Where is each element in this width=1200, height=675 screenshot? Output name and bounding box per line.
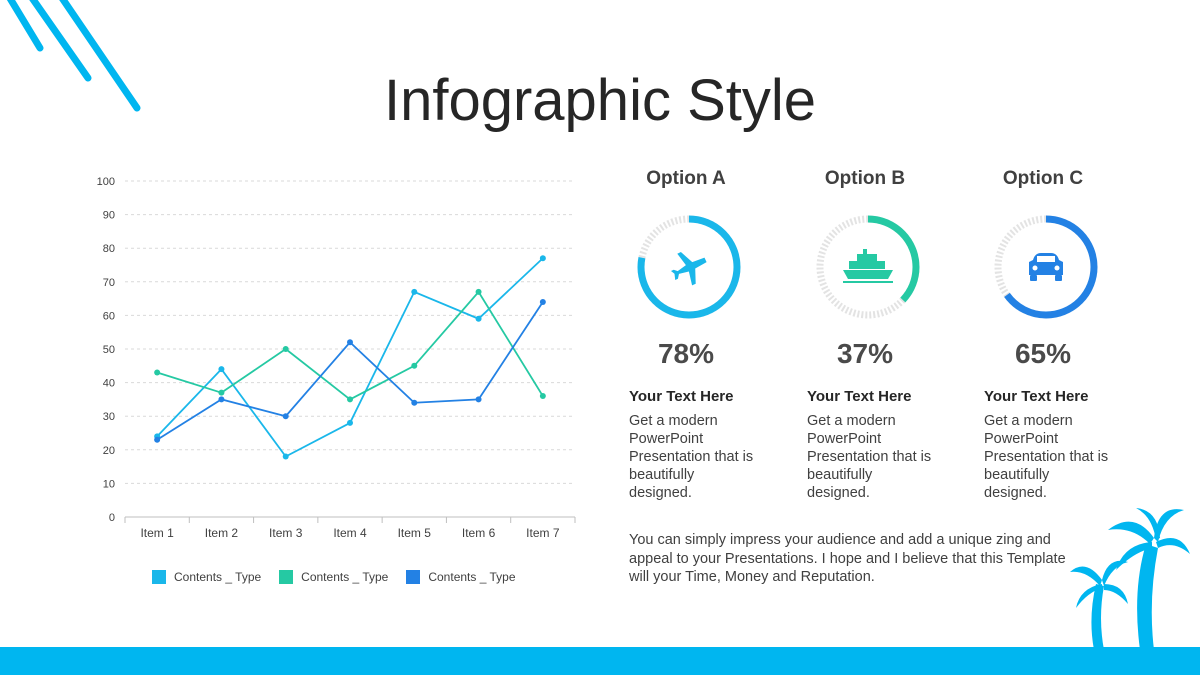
option-percent: 78% <box>657 338 715 369</box>
data-point <box>282 453 289 460</box>
y-tick-label: 0 <box>109 512 115 524</box>
page-title: Infographic Style <box>383 67 817 133</box>
line-chart: 0 10 20 30 40 50 60 70 80 90 100 Item 1 Item 2 Item 3… <box>80 165 600 605</box>
data-point <box>539 298 546 305</box>
series-line-2 <box>156 290 544 401</box>
data-point <box>539 393 546 400</box>
option-percent: 65% <box>1014 338 1072 369</box>
line-chart-canvas: 0 10 20 30 40 50 60 70 80 90 100 Item 1 Item 2 Item 3… <box>97 176 576 540</box>
progress-ring <box>634 212 744 322</box>
x-tick-label: Item 6 <box>462 526 496 540</box>
progress-ring <box>813 212 923 322</box>
data-point <box>475 315 482 322</box>
option-subtitle: Your Text Here <box>984 388 1089 405</box>
y-tick-label: 20 <box>103 445 115 457</box>
y-tick-label: 60 <box>103 310 115 322</box>
progress-ring-graphic <box>637 215 741 319</box>
option-subtitle: Your Text Here <box>807 388 912 405</box>
option-card-c: Option C 65% Your Text Here Get a modern… <box>963 168 1123 501</box>
option-description: Get a modern PowerPoint Presentation tha… <box>629 413 754 501</box>
y-tick-label: 50 <box>103 344 115 356</box>
progress-ring-graphic <box>816 215 920 319</box>
data-point <box>539 255 546 262</box>
legend-swatch <box>152 570 166 584</box>
option-percent: 37% <box>836 338 894 369</box>
legend-item: Contents _ Type <box>406 570 516 584</box>
x-tick-label: Item 1 <box>140 526 174 540</box>
y-tick-label: 100 <box>97 176 115 188</box>
data-point <box>218 366 225 373</box>
car-icon <box>1029 253 1063 281</box>
legend-label: Contents _ Type <box>174 570 262 584</box>
airplane-icon <box>670 252 707 286</box>
data-point <box>218 396 225 403</box>
y-tick-label: 90 <box>103 210 115 222</box>
ship-icon <box>843 249 893 283</box>
data-point <box>282 413 289 420</box>
option-title: Option C <box>1002 168 1084 189</box>
y-tick-label: 80 <box>103 243 115 255</box>
chart-legend: Contents _ Type Contents _ Type Contents… <box>152 570 516 584</box>
data-point <box>154 369 161 376</box>
y-tick-label: 70 <box>103 277 115 289</box>
data-point <box>282 346 289 352</box>
x-tick-label: Item 7 <box>526 526 560 540</box>
legend-label: Contents _ Type <box>428 570 516 584</box>
data-point <box>475 396 482 403</box>
legend-swatch <box>406 570 421 584</box>
option-title: Option A <box>646 168 726 189</box>
body-paragraph: You can simply impress your audience and… <box>629 532 1066 585</box>
x-tick-label: Item 5 <box>398 526 432 540</box>
footer-bar <box>0 647 1200 675</box>
option-subtitle: Your Text Here <box>629 388 734 405</box>
data-point <box>475 288 482 295</box>
x-tick-label: Item 3 <box>269 526 303 540</box>
data-point <box>218 389 225 396</box>
data-point <box>347 419 353 426</box>
data-point <box>154 436 161 443</box>
y-tick-label: 10 <box>103 478 115 490</box>
option-description: Get a modern PowerPoint Presentation tha… <box>807 413 932 501</box>
option-title: Option B <box>824 168 906 189</box>
option-description: Get a modern PowerPoint Presentation tha… <box>984 413 1109 501</box>
series-line-3 <box>156 301 544 441</box>
y-tick-label: 30 <box>103 411 115 423</box>
option-card-b: Option B 37% Your Text Here Get a modern… <box>785 168 945 501</box>
option-card-a: Option A 78% Your Text Here Get a modern… <box>606 168 766 501</box>
legend-item: Contents _ Type <box>152 570 261 584</box>
data-point <box>411 288 418 295</box>
x-tick-label: Item 2 <box>205 526 239 540</box>
y-tick-label: 40 <box>103 378 115 390</box>
palm-tree-icon <box>1070 508 1190 650</box>
progress-ring <box>991 212 1101 322</box>
legend-item: Contents _ Type <box>279 570 388 584</box>
series-line-1 <box>156 257 544 458</box>
data-point <box>411 399 418 406</box>
legend-label: Contents _ Type <box>301 570 389 584</box>
data-point <box>347 396 353 403</box>
decorative-lines <box>6 0 141 112</box>
x-tick-label: Item 4 <box>333 526 367 540</box>
progress-ring-graphic <box>994 215 1098 319</box>
legend-swatch <box>279 570 294 584</box>
data-point <box>411 362 418 369</box>
data-point <box>347 339 353 346</box>
